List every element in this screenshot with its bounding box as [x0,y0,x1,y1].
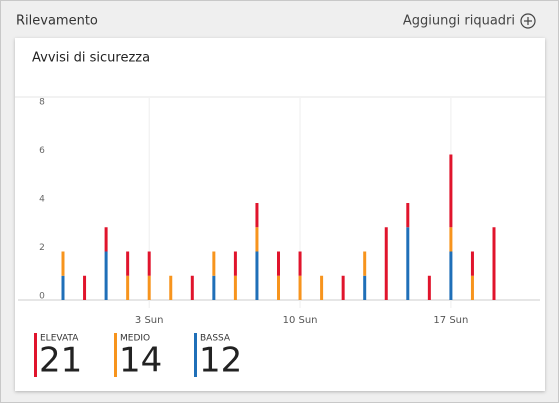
bar-segment [298,275,302,300]
legend-swatch [194,333,197,377]
bar-segment [406,227,410,300]
bar-segment [277,251,280,276]
legend-total: 12 [199,341,242,381]
bar-segment [470,251,474,276]
legend-label: BASSA [200,334,231,344]
bar-segment [147,275,151,300]
bar-segment [449,251,453,300]
x-tick-label: 3 Sun [135,315,164,326]
bar-segment [212,251,216,276]
legend-label: MEDIO [120,334,150,344]
bar-segment [492,227,496,300]
y-tick-label: 6 [39,146,45,156]
tile-title: Avvisi di sicurezza [32,51,150,66]
y-tick-label: 4 [39,195,45,205]
x-tick-label: 17 Sun [433,315,468,326]
legend-label: ELEVATA [40,334,79,344]
bar-segment [470,275,474,300]
bar-segment [427,275,431,300]
y-tick-label: 0 [39,292,45,302]
bar-segment [233,251,237,276]
bar-segment [126,275,130,300]
tile[interactable] [15,38,545,391]
bar-segment [384,227,388,300]
bar-segment [255,203,259,228]
legend-swatch [114,333,117,377]
bar-segment [104,251,108,300]
x-tick-label: 10 Sun [283,315,318,326]
bar-segment [126,251,130,276]
bar-segment [255,251,259,300]
bar-segment [298,251,302,276]
legend-total: 14 [119,341,162,381]
bar-segment [190,275,194,300]
add-icon[interactable] [520,13,536,29]
panel-title: Rilevamento [16,14,98,29]
y-tick-label: 2 [39,243,45,253]
bar-segment [320,275,324,300]
bar-segment [255,227,259,252]
y-tick-label: 8 [39,98,45,108]
bar-segment [104,227,108,252]
bar-segment [233,275,237,300]
bar-segment [363,275,367,300]
legend-swatch [34,333,37,377]
add-tiles[interactable]: Aggiungi riquadri [403,14,515,29]
bar-segment [341,275,345,300]
legend-total: 21 [39,341,82,381]
bar-segment [406,203,410,228]
bar-segment [147,251,151,276]
bar-segment [363,251,367,276]
bar-segment [449,227,453,252]
bar-segment [212,275,216,300]
bar-segment [277,275,280,300]
bar-segment [449,154,453,228]
bar-segment [61,275,65,300]
bar-segment [83,275,87,300]
bar-segment [61,251,65,276]
bar-segment [169,275,173,300]
